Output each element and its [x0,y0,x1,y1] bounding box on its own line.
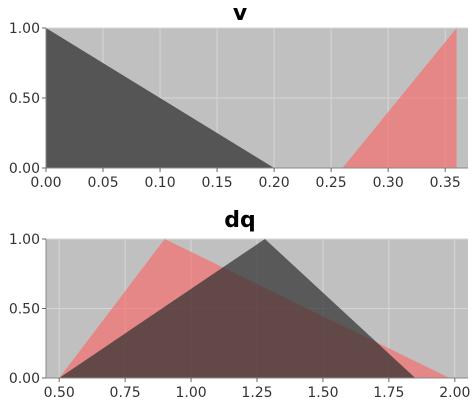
y-tick-label: 0.00 [9,161,40,177]
series-area-0 [46,28,275,168]
x-tick-label: 1.75 [373,385,404,401]
chart-title: v [233,1,248,26]
series-area-1 [342,28,457,168]
x-tick-label: 0.05 [87,175,118,191]
chart-v: 0.00 0.05 0.10 0.15 0.20 0.25 0.30 0.35 0.00 0.50… [9,1,468,191]
y-tick-label: 1.00 [9,21,40,37]
x-tick-label: 2.00 [439,385,470,401]
y-tick-label: 0.50 [9,91,40,107]
x-tick-label: 0.25 [316,175,347,191]
x-tick-label: 0.15 [201,175,232,191]
chart-dq: 0.50 0.75 1.00 1.25 1.50 1.75 2.000.000.501.00… [9,208,471,401]
x-tick-label: 0.30 [373,175,404,191]
series-area-1 [59,239,416,378]
x-tick-label: 0.75 [110,385,141,401]
y-tick-label: 0.50 [9,302,40,318]
x-tick-label: 0.00 [30,175,61,191]
x-tick-label: 0.20 [259,175,290,191]
x-tick-label: 0.10 [144,175,175,191]
x-tick-label: 1.50 [307,385,338,401]
y-tick-label: 0.00 [9,371,40,387]
x-tick-label: 0.35 [430,175,461,191]
x-tick-label: 1.25 [241,385,272,401]
x-tick-label: 1.00 [175,385,206,401]
x-tick-label: 0.50 [44,385,75,401]
y-tick-label: 1.00 [9,232,40,248]
chart-title: dq [224,208,256,233]
